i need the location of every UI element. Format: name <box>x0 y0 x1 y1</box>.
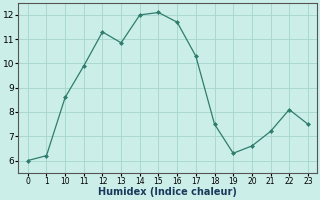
X-axis label: Humidex (Indice chaleur): Humidex (Indice chaleur) <box>98 187 237 197</box>
